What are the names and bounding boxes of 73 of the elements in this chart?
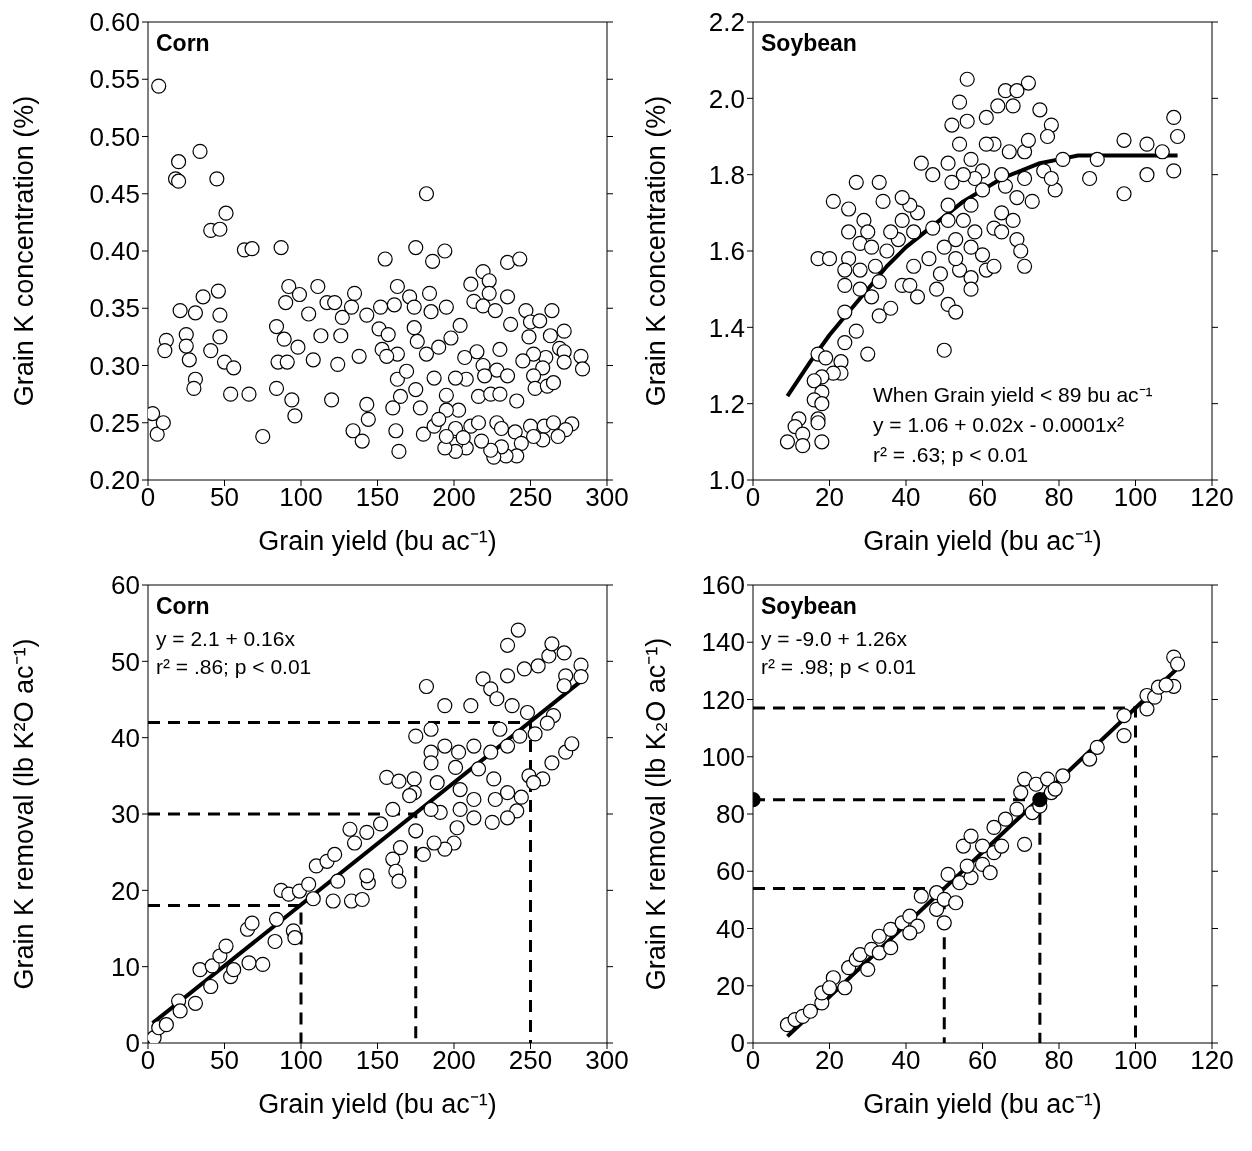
x-tick-label: 50: [210, 482, 239, 513]
y-tick-label: 2.0: [708, 83, 745, 114]
x-tick-label: 100: [279, 482, 323, 513]
y-tick-label: 1.4: [708, 312, 745, 343]
y-tick-label: 0.40: [89, 236, 140, 267]
annotation: y = -9.0 + 1.26x: [761, 626, 908, 652]
x-tick-label: 150: [355, 482, 400, 513]
y-axis-title: Grain K removal (lb K²O ac⁻¹): [9, 638, 39, 990]
y-tick-label: 1.0: [708, 465, 745, 496]
x-tick-label: 120: [1190, 482, 1234, 513]
chart-title: Corn: [156, 30, 210, 56]
x-tick-label: 40: [891, 482, 921, 513]
x-tick-label: 40: [891, 1045, 921, 1076]
y-tick-label: 10: [111, 951, 140, 982]
x-tick-label: 80: [1044, 482, 1074, 513]
y-tick-label: 0.25: [89, 407, 140, 438]
y-axis-title: Grain K removal (lb K₂O ac⁻¹): [641, 637, 671, 991]
x-tick-label: 100: [279, 1045, 323, 1076]
y-tick-label: 50: [111, 646, 140, 677]
chart-title: Soybean: [761, 30, 857, 56]
x-tick-label: 100: [1113, 1045, 1158, 1076]
y-tick-label: 140: [701, 627, 745, 658]
x-tick-label: 50: [210, 1045, 239, 1076]
y-tick-label: 60: [716, 856, 745, 887]
x-axis-title: Grain yield (bu ac⁻¹): [863, 1089, 1102, 1119]
annotation: When Grain yield < 89 bu ac⁻¹: [873, 382, 1153, 408]
x-tick-label: 80: [1044, 1045, 1074, 1076]
annotation: r² = .63; p < 0.01: [873, 442, 1030, 468]
chart-title: Corn: [156, 593, 210, 619]
x-tick-label: 20: [815, 1045, 844, 1076]
y-tick-label: 1.6: [708, 236, 745, 267]
x-tick-label: 120: [1190, 1045, 1234, 1076]
chart-title: Soybean: [761, 593, 857, 619]
annotation: r² = .86; p < 0.01: [156, 654, 312, 680]
y-axis-title: Grain K concentration (%): [641, 95, 671, 407]
y-tick-label: 0.60: [89, 7, 140, 38]
y-tick-label: 2.2: [708, 7, 745, 38]
y-tick-label: 0.20: [89, 465, 140, 496]
y-axis-title: Grain K concentration (%): [9, 95, 39, 407]
annotation: y = 1.06 + 0.02x - 0.0001x²: [873, 412, 1125, 438]
x-axis-title: Grain yield (bu ac⁻¹): [258, 1089, 497, 1119]
y-tick-label: 80: [716, 799, 745, 830]
x-tick-label: 100: [1113, 482, 1158, 513]
x-tick-label: 150: [355, 1045, 400, 1076]
y-tick-label: 60: [111, 570, 140, 601]
y-tick-label: 0.45: [89, 178, 140, 209]
y-tick-label: 40: [111, 722, 140, 753]
x-tick-label: 20: [815, 482, 844, 513]
annotation: r² = .98; p < 0.01: [761, 654, 917, 680]
y-tick-label: 120: [701, 684, 745, 715]
y-tick-label: 0.50: [89, 121, 140, 152]
x-tick-label: 60: [968, 482, 997, 513]
y-tick-label: 0.35: [89, 293, 140, 324]
y-tick-label: 160: [701, 570, 745, 601]
y-tick-label: 0.55: [89, 64, 140, 95]
y-tick-label: 100: [701, 741, 745, 772]
y-tick-label: 1.2: [708, 388, 745, 419]
x-axis-title: Grain yield (bu ac⁻¹): [863, 526, 1102, 556]
y-tick-label: 40: [716, 913, 745, 944]
x-tick-label: 60: [968, 1045, 997, 1076]
x-tick-label: 200: [432, 482, 476, 513]
annotation: y = 2.1 + 0.16x: [156, 626, 296, 652]
y-tick-label: 20: [716, 970, 745, 1001]
x-tick-label: 250: [508, 1045, 553, 1076]
x-tick-label: 250: [508, 482, 553, 513]
y-tick-label: 1.8: [708, 159, 745, 190]
x-tick-label: 300: [585, 482, 629, 513]
x-axis-title: Grain yield (bu ac⁻¹): [258, 526, 497, 556]
x-tick-label: 300: [585, 1045, 629, 1076]
y-tick-label: 0.30: [89, 350, 140, 381]
x-tick-label: 200: [432, 1045, 476, 1076]
y-tick-label: 20: [111, 875, 140, 906]
y-tick-label: 30: [111, 799, 140, 830]
